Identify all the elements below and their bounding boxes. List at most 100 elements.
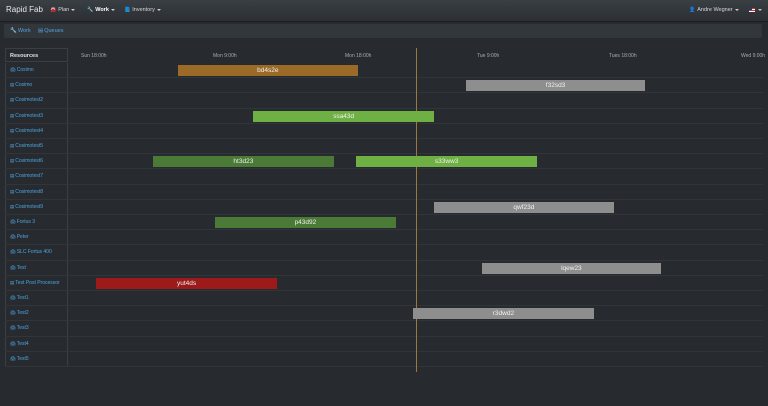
job-bar[interactable]: f32sd3	[465, 80, 646, 92]
user-name: Andre Wegner	[697, 7, 733, 13]
chevron-down-icon	[110, 8, 115, 11]
list-icon: ▤	[10, 173, 15, 179]
list-icon: ▤	[38, 28, 44, 34]
list-icon: ▤	[10, 143, 15, 148]
printer-icon: 🖨	[10, 355, 16, 361]
resource-label: Cosimotest3	[15, 112, 44, 119]
tab-queues[interactable]: ▤Queues	[38, 28, 63, 34]
nav-work-label: Work	[95, 7, 109, 13]
work-tabbar: 🔧Work ▤Queues	[4, 24, 762, 38]
resource-link[interactable]: 🖨SLC Fortus 400	[5, 245, 68, 260]
resource-label: Cosimotest8	[15, 188, 44, 195]
resource-row: 🖨Test3	[5, 321, 763, 337]
resource-row: 🖨Fortus 3	[5, 215, 763, 231]
resource-link[interactable]: ▤Test Post Processor	[5, 275, 68, 290]
job-bar[interactable]: yut4ds	[96, 277, 278, 289]
time-axis-label: Sun 18:00h	[81, 53, 107, 59]
language-menu[interactable]	[749, 7, 762, 13]
nav-plan-label: Plan	[58, 7, 70, 13]
resource-label: Test5	[16, 355, 29, 362]
chevron-down-icon	[734, 8, 739, 11]
uk-flag-icon	[749, 7, 755, 12]
resource-link[interactable]: ▤Cosimotest8	[5, 184, 68, 199]
book-icon: 📘	[124, 7, 131, 13]
chevron-down-icon	[156, 8, 161, 11]
list-icon: ▤	[10, 203, 15, 209]
list-icon: ▤	[10, 279, 15, 285]
printer-icon: 🖨	[10, 67, 16, 72]
nav-inventory-label: Inventory	[132, 7, 155, 13]
job-bar[interactable]: lqew23	[481, 262, 662, 274]
resource-link[interactable]: ▤Cosimotest9	[5, 199, 68, 214]
chevron-down-icon	[758, 8, 762, 11]
resource-label: Cosimo	[15, 82, 33, 89]
resource-label: Peter	[16, 234, 29, 241]
list-icon: ▤	[10, 188, 15, 194]
user-icon: 👤	[689, 7, 696, 13]
resource-label: Test3	[16, 325, 29, 332]
time-axis-label: Mon 9:00h	[213, 53, 237, 59]
resource-row: ▤Cosimotest8	[5, 184, 763, 200]
resource-link[interactable]: ▤Cosimotest3	[5, 108, 68, 123]
resources-header: Resources	[5, 48, 68, 62]
resource-row: 🖨Test4	[5, 336, 763, 352]
job-bar[interactable]: s33ww3	[356, 156, 538, 168]
resource-row: ▤Cosimotest2	[5, 93, 763, 109]
list-icon: ▤	[10, 158, 15, 164]
tab-work[interactable]: 🔧Work	[10, 28, 31, 34]
resource-link[interactable]: 🖨Test4	[5, 336, 68, 351]
resource-row: ▤Cosimotest4	[5, 123, 763, 139]
resource-link[interactable]: 🖨Fortus 3	[5, 215, 68, 230]
resource-label: Test Post Processor	[15, 279, 60, 286]
resource-row: ▤Cosimotest3	[5, 108, 763, 124]
nav-inventory[interactable]: 📘 Inventory	[124, 7, 161, 13]
resource-label: Cosimo	[16, 67, 34, 73]
printer-icon: 🖨	[10, 340, 16, 346]
resource-link[interactable]: 🖨Test5	[5, 351, 68, 366]
user-menu[interactable]: 👤 Andre Wegner	[689, 7, 739, 13]
resource-row: 🖨Test	[5, 260, 763, 276]
resource-link[interactable]: ▤Cosimo	[5, 78, 68, 93]
printer-icon: 🖨	[10, 234, 16, 240]
printer-icon: 🖨	[10, 325, 16, 331]
job-bar[interactable]: ssa43d	[253, 110, 435, 122]
top-navbar: Rapid Fab 🚘 Plan 🔧 Work 📘 Inventory 👤 Andre …	[0, 0, 768, 22]
job-bar[interactable]: p43d92	[215, 217, 396, 228]
resource-label: SLC Fortus 400	[16, 249, 52, 256]
job-bar[interactable]: ht3d23	[152, 156, 334, 168]
resource-row: 🖨Cosimo	[5, 63, 763, 79]
resource-row: ▤Test Post Processor	[5, 275, 763, 291]
nav-plan[interactable]: 🚘 Plan	[50, 7, 76, 13]
job-bar[interactable]: r3dwd2	[413, 308, 594, 320]
printer-icon: 🖨	[10, 295, 16, 300]
brand-logo[interactable]: Rapid Fab	[6, 5, 43, 14]
resource-label: Cosimotest2	[15, 97, 44, 104]
resource-row: ▤Cosimotest6	[5, 154, 763, 170]
job-bar[interactable]: qwf23d	[434, 201, 614, 213]
nav-work[interactable]: 🔧 Work	[87, 7, 115, 13]
resource-label: Test2	[16, 310, 29, 317]
resource-link[interactable]: ▤Cosimotest2	[5, 93, 68, 108]
resource-row: 🖨Test5	[5, 351, 763, 367]
resource-label: Test4	[16, 340, 29, 347]
resource-label: Cosimotest6	[15, 158, 44, 165]
resource-row: 🖨Test2	[5, 306, 763, 322]
resource-link[interactable]: ▤Cosimotest7	[5, 169, 68, 184]
resource-row: 🖨Test1	[5, 291, 763, 307]
resource-link[interactable]: 🖨Peter	[5, 230, 68, 245]
resource-link[interactable]: 🖨Test2	[5, 306, 68, 321]
resource-link[interactable]: ▤Cosimotest5	[5, 139, 68, 154]
job-bar[interactable]: bd4s2e	[178, 65, 358, 76]
resource-link[interactable]: ▤Cosimotest4	[5, 123, 68, 138]
list-icon: ▤	[10, 127, 15, 133]
current-time-line	[416, 48, 417, 372]
resource-label: Cosimotest9	[15, 203, 44, 210]
resource-link[interactable]: 🖨Test3	[5, 321, 68, 336]
resource-link[interactable]: 🖨Test1	[5, 291, 68, 306]
resource-link[interactable]: 🖨Test	[5, 260, 68, 275]
resource-link[interactable]: 🖨Cosimo	[5, 63, 68, 78]
resource-link[interactable]: ▤Cosimotest6	[5, 154, 68, 169]
time-axis-label: Tue 9:00h	[477, 53, 500, 59]
printer-icon: 🖨	[10, 219, 16, 224]
resource-label: Test	[16, 264, 26, 271]
